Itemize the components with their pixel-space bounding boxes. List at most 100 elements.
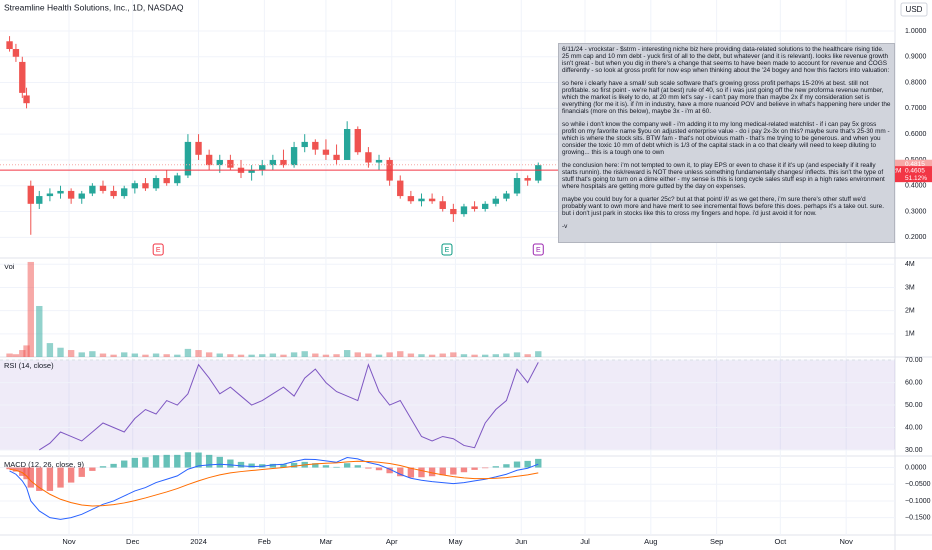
macd-histogram-bar bbox=[184, 452, 192, 468]
currency[interactable]: USD bbox=[906, 5, 923, 14]
candle-body bbox=[121, 188, 128, 197]
rsi-y-tick-label: 60.00 bbox=[905, 379, 923, 386]
macd-histogram-bar bbox=[89, 467, 96, 471]
candle-body bbox=[216, 159, 223, 166]
macd-histogram-bar bbox=[535, 458, 542, 468]
volume-bar bbox=[312, 353, 319, 357]
candle-body bbox=[343, 129, 351, 160]
candle-body bbox=[46, 193, 54, 197]
rsi-y-tick-label: 40.00 bbox=[905, 424, 923, 431]
macd-histogram-bar bbox=[492, 466, 499, 468]
volume-bar bbox=[375, 354, 383, 357]
candle-body bbox=[322, 149, 330, 155]
macd-histogram-bar bbox=[290, 462, 298, 468]
volume-bar bbox=[57, 347, 64, 357]
candle-body bbox=[312, 141, 319, 150]
macd-histogram-bar bbox=[450, 467, 457, 475]
macd-histogram-bar bbox=[110, 463, 117, 468]
pane-title: MACD (12, 26, close, 9) bbox=[4, 460, 85, 469]
volume-bar bbox=[397, 351, 404, 357]
volume-bar bbox=[301, 351, 308, 357]
volume-bar bbox=[205, 352, 213, 357]
pane-title: RSI (14, close) bbox=[4, 361, 54, 370]
candle-body bbox=[184, 141, 192, 176]
volume-bar bbox=[492, 354, 499, 357]
rsi-line bbox=[39, 362, 539, 451]
rsi-y-tick-label: 30.00 bbox=[905, 447, 923, 454]
x-tick-label: Sep bbox=[710, 537, 723, 546]
macd-histogram-bar bbox=[237, 461, 245, 468]
macd-histogram-bar bbox=[482, 467, 489, 469]
volume-bar bbox=[471, 354, 478, 357]
volume-bar bbox=[110, 354, 117, 357]
candle-body bbox=[439, 201, 446, 209]
macd-histogram-bar bbox=[131, 457, 139, 468]
macd-histogram-bar bbox=[205, 454, 213, 468]
volume-y-tick-label: 3M bbox=[905, 284, 915, 291]
candle-body bbox=[428, 198, 436, 202]
volume-bar bbox=[23, 345, 30, 357]
candle-body bbox=[23, 95, 30, 104]
candle-body bbox=[205, 154, 213, 166]
candle-body bbox=[12, 49, 20, 57]
macd-histogram-bar bbox=[12, 467, 20, 472]
candle-body bbox=[152, 178, 160, 189]
price-y-tick-label: 0.6000 bbox=[905, 131, 927, 138]
volume-bar bbox=[439, 353, 446, 357]
candle-body bbox=[375, 159, 383, 163]
volume-bar bbox=[12, 354, 20, 357]
candle-body bbox=[535, 165, 542, 181]
volume-bar bbox=[78, 352, 85, 357]
macd-histogram-bar bbox=[36, 467, 43, 491]
macd-histogram-bar bbox=[397, 467, 404, 477]
volume-bar bbox=[280, 354, 287, 357]
volume-bar bbox=[418, 354, 425, 357]
candle-body bbox=[131, 183, 139, 189]
macd-histogram-bar bbox=[99, 466, 107, 468]
volume-bar bbox=[227, 354, 234, 357]
candle-body bbox=[27, 185, 34, 204]
candle-body bbox=[450, 208, 457, 215]
x-tick-label: Jun bbox=[515, 537, 527, 546]
volume-bar bbox=[67, 350, 75, 357]
macd-histogram-bar bbox=[524, 460, 531, 468]
volume-bar bbox=[89, 351, 96, 357]
macd-histogram-bar bbox=[312, 463, 319, 468]
volume-bar bbox=[36, 305, 43, 357]
annotation-paragraph: so while i don't know the company well -… bbox=[562, 121, 890, 156]
price-y-tick-label: 0.9000 bbox=[905, 54, 927, 61]
chart-title: Streamline Health Solutions, Inc., 1D, N… bbox=[4, 2, 184, 12]
candle-body bbox=[269, 159, 277, 166]
candle-body bbox=[301, 141, 308, 148]
candle-body bbox=[524, 178, 531, 181]
x-tick-label: Nov bbox=[839, 537, 853, 546]
x-tick-label: Jul bbox=[580, 537, 590, 546]
annotation-paragraph: the conclusion here: i'm not tempted to … bbox=[562, 162, 885, 190]
candle-body bbox=[418, 198, 425, 202]
price-y-tick-label: 1.0000 bbox=[905, 28, 927, 35]
candle-body bbox=[36, 196, 43, 204]
volume-bar bbox=[174, 354, 181, 357]
candle-body bbox=[503, 193, 510, 199]
earnings-label: E bbox=[536, 247, 541, 254]
macd-histogram-bar bbox=[248, 463, 255, 468]
macd-histogram-bar bbox=[163, 454, 170, 468]
volume-bar bbox=[290, 352, 298, 357]
volume-bar bbox=[407, 353, 415, 357]
price-tag-value: 0.4815 bbox=[905, 161, 925, 168]
macd-histogram-bar bbox=[439, 467, 446, 476]
candle-body bbox=[397, 180, 404, 197]
candle-body bbox=[227, 159, 234, 168]
price-y-tick-label: 0.7000 bbox=[905, 105, 927, 112]
candle-body bbox=[78, 193, 85, 199]
currency-button[interactable] bbox=[900, 2, 928, 17]
macd-histogram-bar bbox=[46, 467, 54, 491]
macd-histogram-bar bbox=[152, 455, 160, 468]
earnings-marker bbox=[152, 243, 164, 256]
candle-body bbox=[471, 206, 478, 209]
macd-histogram-bar bbox=[57, 467, 64, 488]
earnings-marker bbox=[532, 243, 544, 256]
candle-body bbox=[57, 190, 64, 194]
x-tick-label: Aug bbox=[644, 537, 657, 546]
